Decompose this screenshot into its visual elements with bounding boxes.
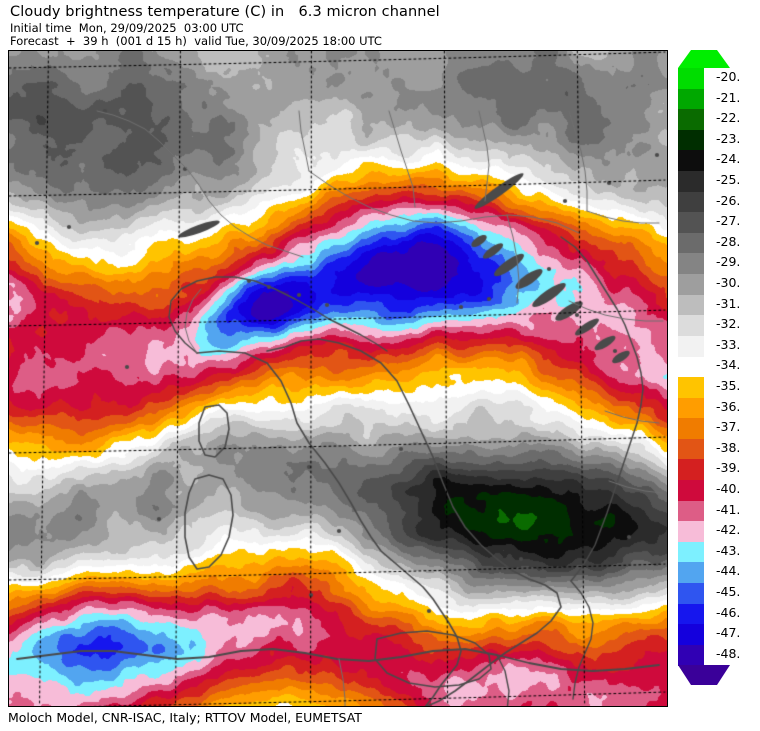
colorbar-tick-label: -42. [716,522,741,538]
colorbar-tick-label: -30. [716,275,741,290]
colorbar-swatch [678,624,704,646]
colorbar-tick-label: -20. [716,69,741,84]
colorbar-tick-label: -24. [716,151,741,167]
colorbar-swatch [678,459,704,481]
colorbar-tick-label: -40. [716,481,741,496]
colorbar-tick-label: -43. [716,542,741,558]
colorbar-tick-label: -28. [716,233,741,249]
colorbar-swatch [678,129,704,151]
colorbar-swatch [678,500,704,522]
colorbar-swatch [678,232,704,254]
forecast-valid-label: Forecast + 39 h (001 d 15 h) valid Tue, … [10,34,382,48]
colorbar-swatch [678,88,704,110]
colorbar-tick-label: -45. [716,584,741,599]
colorbar-tick-label: -27. [716,213,741,229]
colorbar-swatch [678,68,704,90]
colorbar-swatch [678,171,704,193]
colorbar-tick-label: -48. [716,645,741,661]
colorbar-tick-label: -47. [716,625,741,641]
initial-time-label: Initial time Mon, 29/09/2025 03:00 UTC [10,21,244,35]
colorbar-swatch [678,397,704,419]
colorbar-tick-label: -22. [716,110,741,126]
map-frame[interactable] [8,50,668,707]
model-credit: Moloch Model, CNR-ISAC, Italy; RTTOV Mod… [8,710,362,725]
colorbar-tick-label: -44. [716,563,741,579]
colorbar-swatch [678,150,704,172]
colorbar-tick-label: -25. [716,172,741,187]
colorbar-swatch [678,541,704,563]
colorbar-tick-label: -33. [716,336,741,352]
colorbar-tick-label: -35. [716,378,741,393]
colorbar-tick-label: -29. [716,254,741,270]
colorbar-swatch [678,583,704,605]
colorbar-over-arrow [678,50,730,68]
colorbar-swatch [678,480,704,502]
colorbar-tick-label: -21. [716,89,741,105]
colorbar-swatch [678,603,704,625]
brightness-temperature-map[interactable] [9,51,667,706]
colorbar-tick-label: -38. [716,439,741,455]
colorbar-swatch [678,377,704,399]
colorbar-swatch [678,294,704,316]
colorbar-tick-label: -34. [716,357,741,373]
colorbar-swatch [678,335,704,357]
colorbar-swatch [678,356,704,377]
colorbar-tick-label: -36. [716,398,741,414]
colorbar-tick-label: -31. [716,295,741,311]
colorbar-swatch [678,109,704,131]
header: Cloudy brightness temperature (C) in 6.3… [0,0,760,50]
colorbar-tick-label: -23. [716,130,741,146]
colorbar-tick-label: -41. [716,501,741,517]
colorbar-swatch [678,438,704,460]
colorbar: -20. -21. -22. -23. -24. -25. -26. -27. -28. -29.… [676,50,760,710]
colorbar-swatch [678,418,704,440]
colorbar-tick-label: -37. [716,419,741,435]
colorbar-swatch [678,315,704,337]
colorbar-tick-label: -26. [716,192,741,208]
colorbar-tick-label: -46. [716,604,741,620]
colorbar-swatch [678,191,704,213]
page-title: Cloudy brightness temperature (C) in 6.3… [10,4,440,20]
colorbar-swatch [678,521,704,543]
colorbar-swatch [678,562,704,584]
colorbar-tick-label: -39. [716,460,741,476]
colorbar-under-arrow [678,665,730,686]
colorbar-swatch [678,253,704,275]
colorbar-tick-label: -32. [716,316,741,332]
colorbar-swatch [678,274,704,296]
colorbar-swatch [678,644,704,666]
colorbar-swatch [678,212,704,234]
